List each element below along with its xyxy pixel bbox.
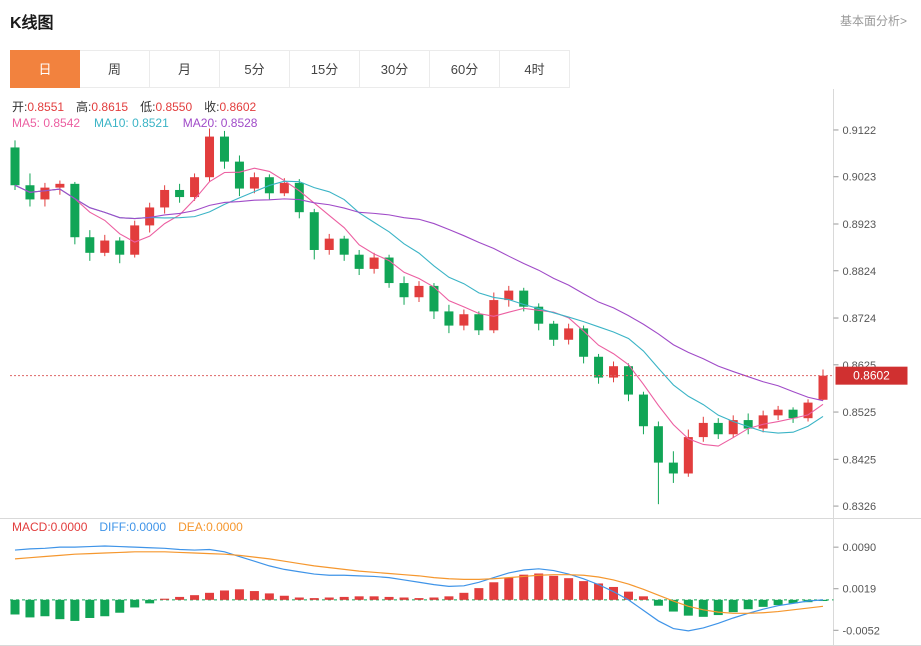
page-title: K线图 xyxy=(10,15,54,32)
price-axis: 0.91220.90230.89230.88240.87240.86250.85… xyxy=(833,125,877,513)
chart-area: 开:0.8551 高:0.8615 低:0.8550 收:0.8602 MA5: 0.… xyxy=(0,89,921,646)
tab-日[interactable]: 日 xyxy=(10,50,80,88)
macd-legend-item-2: DEA:0.0000 xyxy=(178,520,243,534)
tab-5分[interactable]: 5分 xyxy=(220,50,290,88)
dea-line xyxy=(14,551,824,614)
svg-text:0.0019: 0.0019 xyxy=(843,584,877,596)
ma20-line xyxy=(14,184,824,402)
page-header: K线图 基本面分析> xyxy=(0,0,921,50)
svg-text:0.0090: 0.0090 xyxy=(843,542,877,554)
ma-legend: MA5: 0.8542 MA10: 0.8521 MA20: 0.8528 xyxy=(12,116,271,130)
svg-text:0.8923: 0.8923 xyxy=(843,219,877,231)
ohlc-label-1: 高: xyxy=(76,100,92,114)
svg-text:0.8602: 0.8602 xyxy=(853,369,890,383)
tab-30分[interactable]: 30分 xyxy=(360,50,430,88)
macd-axis: 0.0090 0.0019 -0.0052 xyxy=(833,542,880,637)
svg-text:0.9122: 0.9122 xyxy=(843,125,877,137)
tab-60分[interactable]: 60分 xyxy=(430,50,500,88)
tab-周[interactable]: 周 xyxy=(80,50,150,88)
svg-text:0.8326: 0.8326 xyxy=(843,501,877,513)
macd-legend-item-1: DIFF:0.0000 xyxy=(99,520,167,534)
ohlc-value-2: 0.8550 xyxy=(155,100,193,114)
ma5-line xyxy=(14,167,824,447)
macd-legend-item-0: MACD:0.0000 xyxy=(12,520,88,534)
ohlc-value-1: 0.8615 xyxy=(91,100,129,114)
svg-text:0.9023: 0.9023 xyxy=(843,172,877,184)
ohlc-label-2: 低: xyxy=(140,100,156,114)
svg-text:0.8525: 0.8525 xyxy=(843,407,877,419)
timeframe-tabs: 日周月 5分 15分 30分 60分 4时 xyxy=(0,50,921,89)
ohlc-value-3: 0.8602 xyxy=(219,100,257,114)
macd-legend: MACD:0.0000 DIFF:0.0000 DEA:0.0000 xyxy=(12,520,255,534)
svg-text:0.8425: 0.8425 xyxy=(843,454,877,466)
ohlc-label-0: 开: xyxy=(12,100,28,114)
current-price-badge: 0.8602 xyxy=(835,366,908,385)
candlestick-chart[interactable]: 0.91220.90230.89230.88240.87240.86250.85… xyxy=(0,89,921,646)
macd-histogram xyxy=(10,573,828,621)
ohlc-legend: 开:0.8551 高:0.8615 低:0.8550 收:0.8602 xyxy=(12,98,268,115)
candles xyxy=(10,128,828,505)
ohlc-value-0: 0.8551 xyxy=(27,100,65,114)
tab-月[interactable]: 月 xyxy=(150,50,220,88)
diff-line xyxy=(14,545,824,632)
svg-text:0.8824: 0.8824 xyxy=(843,266,877,278)
chart-frame xyxy=(0,89,921,646)
tab-4时[interactable]: 4时 xyxy=(500,50,570,88)
ohlc-label-3: 收: xyxy=(204,100,220,114)
ma-legend-item-0: MA5: 0.8542 xyxy=(12,116,81,130)
ma-legend-item-1: MA10: 0.8521 xyxy=(94,116,169,130)
svg-text:-0.0052: -0.0052 xyxy=(843,625,880,637)
ma-legend-item-2: MA20: 0.8528 xyxy=(182,116,258,130)
tab-15分[interactable]: 15分 xyxy=(290,50,360,88)
fundamental-analysis-link[interactable]: 基本面分析> xyxy=(839,14,907,28)
svg-text:0.8724: 0.8724 xyxy=(843,313,877,325)
